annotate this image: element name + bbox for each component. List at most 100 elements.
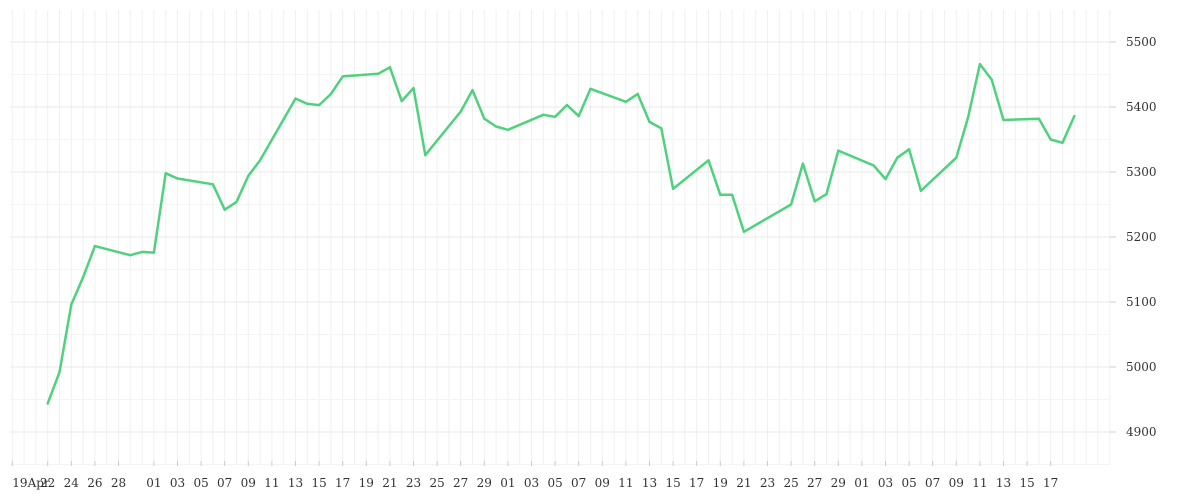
data-point bbox=[624, 100, 628, 104]
x-tick-label: 01 bbox=[500, 476, 515, 490]
x-tick-label: 17 bbox=[1043, 476, 1058, 490]
data-point bbox=[872, 164, 875, 167]
data-point bbox=[730, 193, 734, 196]
y-axis: 4900 5000 5100 5200 5300 5400 5500 bbox=[1110, 35, 1157, 439]
data-point bbox=[648, 120, 651, 124]
x-tick-label: 01 bbox=[854, 476, 869, 490]
data-point bbox=[70, 303, 73, 306]
x-tick-label: 23 bbox=[406, 476, 421, 490]
data-point bbox=[471, 88, 474, 92]
data-point bbox=[990, 78, 993, 81]
series-layer bbox=[46, 62, 1076, 405]
data-point bbox=[58, 371, 61, 374]
data-point bbox=[81, 276, 85, 279]
data-point bbox=[719, 193, 722, 196]
data-point bbox=[424, 153, 427, 157]
x-tick-label: 22 bbox=[40, 476, 55, 490]
x-tick-label: 11 bbox=[972, 476, 987, 490]
data-point bbox=[412, 86, 415, 90]
x-tick-label: 11 bbox=[264, 476, 279, 490]
data-point bbox=[129, 254, 132, 257]
x-tick-label: 01 bbox=[146, 476, 161, 490]
x-tick-label: 15 bbox=[1019, 476, 1034, 490]
x-tick-label: 25 bbox=[429, 476, 444, 490]
data-point bbox=[907, 148, 911, 151]
data-point bbox=[400, 99, 403, 103]
x-tick-label: 21 bbox=[382, 476, 397, 490]
x-tick-label: 19 bbox=[359, 476, 374, 490]
data-point bbox=[837, 149, 840, 152]
x-tick-label: 27 bbox=[453, 476, 468, 490]
x-tick-label: 24 bbox=[64, 476, 80, 490]
data-point bbox=[376, 72, 380, 76]
x-tick-label: 09 bbox=[241, 476, 256, 490]
data-point bbox=[506, 128, 510, 131]
x-tick-label: 29 bbox=[831, 476, 846, 490]
x-tick-label: 28 bbox=[111, 476, 126, 490]
data-point bbox=[93, 244, 97, 248]
horizontal-grid bbox=[10, 41, 1110, 465]
y-tick-label: 5300 bbox=[1126, 165, 1157, 179]
data-point bbox=[164, 172, 167, 175]
data-point bbox=[896, 156, 899, 159]
data-point bbox=[46, 402, 49, 405]
data-point bbox=[919, 189, 923, 192]
data-point bbox=[565, 103, 569, 107]
x-tick-label: 11 bbox=[618, 476, 633, 490]
data-point bbox=[813, 200, 816, 203]
x-tick-label: 19 bbox=[713, 476, 728, 490]
x-tick-label: 09 bbox=[949, 476, 964, 490]
series-line bbox=[46, 62, 1076, 405]
data-point bbox=[1002, 118, 1005, 122]
data-point bbox=[660, 127, 663, 130]
x-tick-label: 03 bbox=[524, 476, 539, 490]
data-point bbox=[825, 192, 828, 196]
x-tick-label: 27 bbox=[807, 476, 822, 490]
data-point bbox=[707, 159, 710, 162]
x-tick-label: 07 bbox=[217, 476, 232, 490]
data-point bbox=[966, 116, 970, 119]
x-tick-label: 21 bbox=[736, 476, 751, 490]
data-point bbox=[223, 208, 226, 211]
data-point bbox=[152, 251, 156, 254]
data-point bbox=[341, 75, 344, 78]
data-point bbox=[636, 92, 639, 96]
data-point bbox=[258, 159, 262, 162]
x-tick-label: 09 bbox=[595, 476, 610, 490]
data-point bbox=[577, 114, 580, 118]
x-tick-label: 26 bbox=[87, 476, 102, 490]
x-tick-label: 03 bbox=[170, 476, 185, 490]
x-tick-label: 05 bbox=[193, 476, 208, 490]
x-tick-label: 17 bbox=[689, 476, 704, 490]
data-point bbox=[1073, 114, 1076, 118]
data-point bbox=[801, 162, 805, 165]
data-point bbox=[955, 156, 958, 159]
x-tick-label: 15 bbox=[665, 476, 680, 490]
data-point bbox=[1061, 141, 1064, 144]
x-tick-label: 19Apr bbox=[12, 476, 50, 490]
data-point bbox=[553, 115, 557, 119]
data-point bbox=[671, 187, 675, 191]
data-point bbox=[211, 183, 215, 186]
data-point bbox=[247, 174, 250, 178]
data-point bbox=[329, 92, 333, 96]
x-tick-label: 07 bbox=[925, 476, 940, 490]
data-point bbox=[589, 87, 592, 91]
x-tick-label: 13 bbox=[288, 476, 303, 490]
x-tick-label: 23 bbox=[760, 476, 775, 490]
x-tick-label: 13 bbox=[996, 476, 1011, 490]
data-point bbox=[459, 110, 462, 113]
x-tick-label: 17 bbox=[335, 476, 350, 490]
data-point bbox=[317, 103, 321, 107]
data-point bbox=[1037, 117, 1041, 120]
data-point bbox=[789, 203, 793, 206]
data-point bbox=[978, 62, 982, 66]
data-point bbox=[542, 113, 545, 117]
data-point bbox=[235, 200, 238, 204]
data-point bbox=[483, 117, 486, 120]
data-point bbox=[294, 97, 297, 100]
x-tick-label: 13 bbox=[642, 476, 657, 490]
data-point bbox=[1049, 138, 1052, 141]
